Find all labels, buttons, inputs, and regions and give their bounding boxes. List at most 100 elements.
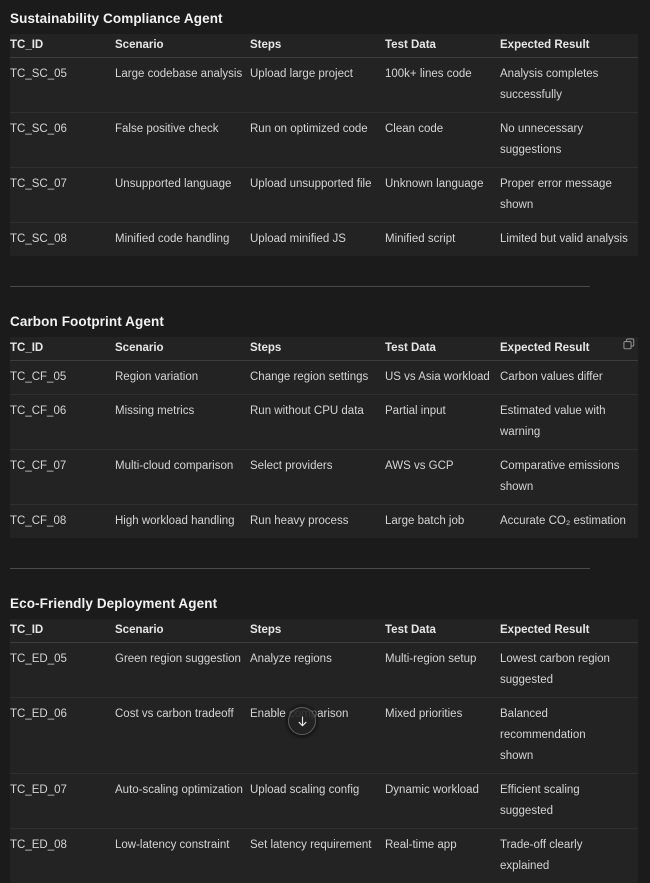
cell-expected-result: Accurate CO₂ estimation	[500, 505, 638, 539]
cell-test-data: Dynamic workload	[385, 774, 500, 829]
column-header-test-data: Test Data	[385, 34, 500, 58]
arrow-down-icon	[296, 715, 309, 728]
scroll-down-button[interactable]	[288, 707, 316, 735]
column-header-expected-result: Expected Result	[500, 34, 638, 58]
cell-tc-id: TC_ED_06	[10, 698, 115, 774]
section-divider	[10, 286, 590, 287]
cell-steps: Run without CPU data	[250, 395, 385, 450]
cell-test-data: Real-time app	[385, 829, 500, 883]
cell-steps: Upload minified JS	[250, 223, 385, 257]
cell-steps: Run heavy process	[250, 505, 385, 539]
cell-expected-result: Efficient scaling suggested	[500, 774, 638, 829]
column-header-steps: Steps	[250, 619, 385, 643]
cell-steps: Upload large project	[250, 58, 385, 113]
cell-test-data: Large batch job	[385, 505, 500, 539]
cell-steps: Select providers	[250, 450, 385, 505]
cell-scenario: Low-latency constraint	[115, 829, 250, 883]
cell-tc-id: TC_SC_08	[10, 223, 115, 257]
cell-tc-id: TC_SC_06	[10, 113, 115, 168]
cell-scenario: Large codebase analysis	[115, 58, 250, 113]
cell-expected-result: Trade-off clearly explained	[500, 829, 638, 883]
cell-test-data: US vs Asia workload	[385, 361, 500, 395]
cell-expected-result: No unnecessary suggestions	[500, 113, 638, 168]
cell-scenario: Multi-cloud comparison	[115, 450, 250, 505]
column-header-steps: Steps	[250, 34, 385, 58]
section-title: Carbon Footprint Agent	[10, 313, 638, 331]
cell-scenario: High workload handling	[115, 505, 250, 539]
cell-expected-result: Lowest carbon region suggested	[500, 643, 638, 698]
cell-tc-id: TC_ED_07	[10, 774, 115, 829]
column-header-tc-id: TC_ID	[10, 619, 115, 643]
cell-tc-id: TC_CF_06	[10, 395, 115, 450]
cell-steps: Upload scaling config	[250, 774, 385, 829]
cell-scenario: Region variation	[115, 361, 250, 395]
section-title: Sustainability Compliance Agent	[10, 10, 638, 28]
cell-scenario: Missing metrics	[115, 395, 250, 450]
cell-expected-result: Estimated value with warning	[500, 395, 638, 450]
cell-tc-id: TC_CF_08	[10, 505, 115, 539]
copy-icon[interactable]	[622, 337, 636, 351]
section-divider	[10, 568, 590, 569]
cell-tc-id: TC_ED_05	[10, 643, 115, 698]
cell-expected-result: Limited but valid analysis	[500, 223, 638, 257]
cell-expected-result: Comparative emissions shown	[500, 450, 638, 505]
cell-scenario: Green region suggestion	[115, 643, 250, 698]
column-header-tc-id: TC_ID	[10, 34, 115, 58]
cell-test-data: Partial input	[385, 395, 500, 450]
cell-steps: Enable comparison	[250, 698, 385, 774]
column-header-steps: Steps	[250, 337, 385, 361]
cell-steps: Run on optimized code	[250, 113, 385, 168]
column-header-tc-id: TC_ID	[10, 337, 115, 361]
cell-test-data: Minified script	[385, 223, 500, 257]
cell-steps: Change region settings	[250, 361, 385, 395]
cell-expected-result: Analysis completes successfully	[500, 58, 638, 113]
cell-scenario: Minified code handling	[115, 223, 250, 257]
cell-tc-id: TC_CF_07	[10, 450, 115, 505]
column-header-expected-result: Expected Result	[500, 619, 638, 643]
cell-test-data: 100k+ lines code	[385, 58, 500, 113]
cell-steps: Set latency requirement	[250, 829, 385, 883]
cell-tc-id: TC_CF_05	[10, 361, 115, 395]
cell-expected-result: Proper error message shown	[500, 168, 638, 223]
cell-tc-id: TC_ED_08	[10, 829, 115, 883]
cell-test-data: Mixed priorities	[385, 698, 500, 774]
cell-scenario: False positive check	[115, 113, 250, 168]
cell-steps: Analyze regions	[250, 643, 385, 698]
cell-test-data: AWS vs GCP	[385, 450, 500, 505]
cell-tc-id: TC_SC_07	[10, 168, 115, 223]
cell-test-data: Multi-region setup	[385, 643, 500, 698]
column-header-test-data: Test Data	[385, 337, 500, 361]
cell-expected-result: Balanced recommendation shown	[500, 698, 638, 774]
cell-scenario: Cost vs carbon tradeoff	[115, 698, 250, 774]
cell-test-data: Clean code	[385, 113, 500, 168]
column-header-scenario: Scenario	[115, 34, 250, 58]
column-header-expected-result: Expected Result	[500, 337, 638, 361]
cell-test-data: Unknown language	[385, 168, 500, 223]
cell-tc-id: TC_SC_05	[10, 58, 115, 113]
column-header-scenario: Scenario	[115, 337, 250, 361]
section-title: Eco-Friendly Deployment Agent	[10, 595, 638, 613]
